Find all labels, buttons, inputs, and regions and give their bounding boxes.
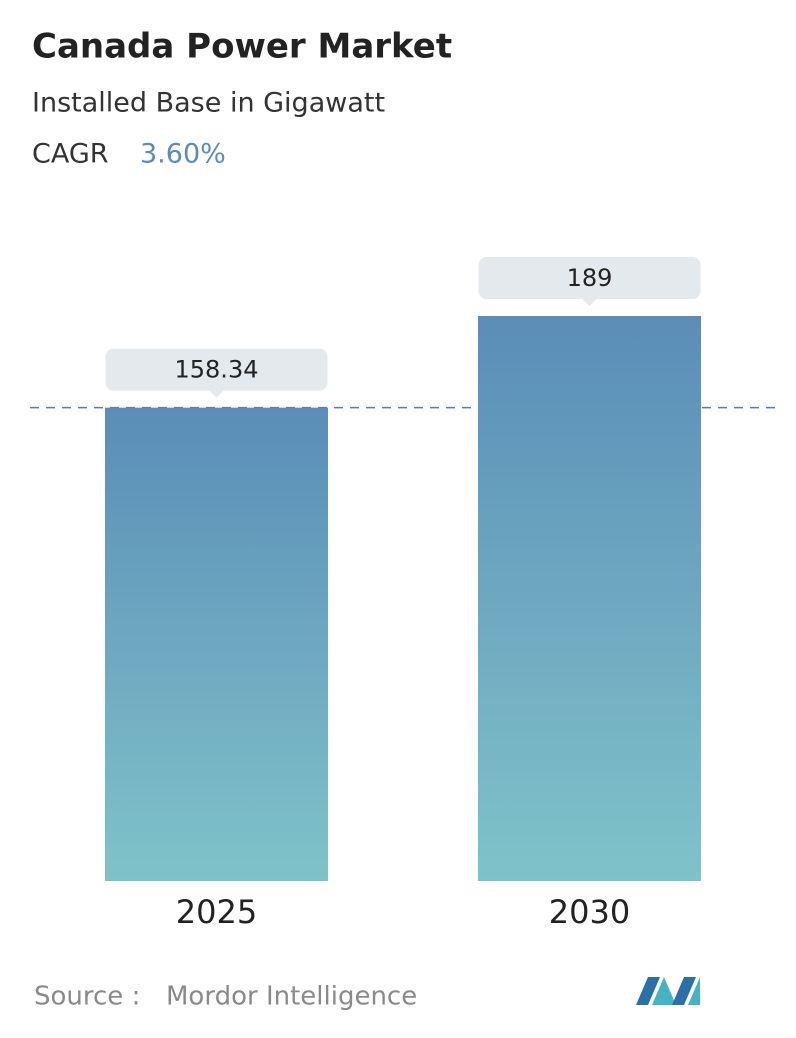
logo — [636, 977, 700, 1005]
chart-title: Canada Power Market — [32, 27, 452, 67]
value-label-box — [105, 348, 328, 391]
bar — [105, 407, 328, 881]
value-label-pointer — [581, 298, 598, 306]
cagr-value: 3.60% — [140, 139, 226, 170]
cagr-label: CAGR — [32, 139, 109, 170]
chart-subtitle: Installed Base in Gigawatt — [32, 88, 385, 119]
value-label: 189 — [567, 264, 613, 292]
value-label-pointer — [208, 389, 225, 398]
value-label-box — [478, 257, 701, 299]
source: Mordor Intelligence — [166, 982, 417, 1012]
bar — [478, 316, 701, 881]
x-tick-label: 2025 — [176, 893, 257, 931]
x-tick-label: 2030 — [549, 893, 630, 931]
value-label: 158.34 — [175, 356, 259, 384]
source-label: Source : — [34, 982, 140, 1012]
